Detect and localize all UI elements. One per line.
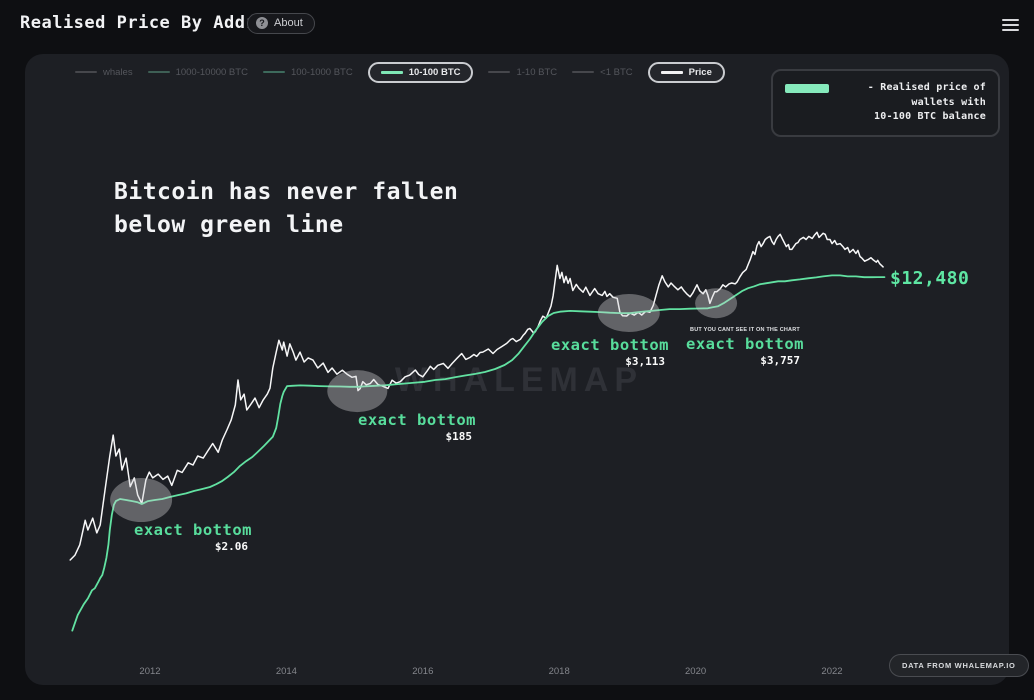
header: Realised Price By Address ? About xyxy=(0,0,1034,50)
hamburger-menu-icon[interactable] xyxy=(1002,19,1019,34)
legend-item-label: 10-100 BTC xyxy=(408,66,461,78)
legend-item-whales[interactable]: whales xyxy=(75,67,133,78)
legend-item-1000-10000-btc[interactable]: 1000-10000 BTC xyxy=(147,66,248,78)
legend-item-label: whales xyxy=(103,66,133,78)
current-value: $12,480 xyxy=(890,268,970,289)
legend-item-label: 100-1000 BTC xyxy=(290,66,353,78)
menu-bar xyxy=(1002,19,1019,21)
legend-item-label: Price xyxy=(688,66,712,78)
headline-line1: Bitcoin has never fallen xyxy=(114,179,459,205)
watermark: WHALEMAP xyxy=(394,361,644,399)
data-source-button[interactable]: DATA FROM WHALEMAP.IO xyxy=(889,654,1029,677)
legend-item-10-100-btc[interactable]: 10-100 BTC xyxy=(367,61,474,83)
menu-bar xyxy=(1002,29,1019,31)
legend-swatch-green xyxy=(785,84,829,93)
legend-line-swatch xyxy=(75,71,97,73)
legend-line-swatch xyxy=(488,71,511,73)
legend-line-swatch xyxy=(660,70,683,74)
legend-bar: whales 1000-10000 BTC 100-1000 BTC 10-100 B… xyxy=(75,61,725,83)
legend-line-swatch xyxy=(572,71,595,73)
menu-bar xyxy=(1002,24,1019,26)
about-button[interactable]: ? About xyxy=(247,13,315,34)
legend-item-100-1000-btc[interactable]: 100-1000 BTC xyxy=(262,66,353,78)
legend-item-1-btc[interactable]: <1 BTC xyxy=(572,66,633,78)
about-label: About xyxy=(274,17,303,29)
legend-info-line2: 10-100 BTC balance xyxy=(874,111,986,122)
page-title: Realised Price By Address xyxy=(20,13,289,33)
legend-item-label: 1000-10000 BTC xyxy=(175,66,248,78)
legend-info-text: - Realised price of wallets with 10-100 … xyxy=(838,81,986,125)
legend-item-label: <1 BTC xyxy=(600,66,633,78)
legend-info-line1: - Realised price of wallets with xyxy=(867,82,986,108)
legend-line-swatch xyxy=(262,71,285,73)
legend-item-label: 1-10 BTC xyxy=(516,66,558,78)
question-icon: ? xyxy=(256,17,268,29)
headline-line2: below green line xyxy=(114,212,344,239)
legend-info-box: - Realised price of wallets with 10-100 … xyxy=(771,69,1000,137)
legend-item-1-10-btc[interactable]: 1-10 BTC xyxy=(488,67,557,78)
legend-item-price[interactable]: Price xyxy=(647,61,725,83)
legend-line-swatch xyxy=(147,71,170,73)
chart-headline: Bitcoin has never fallen below green lin… xyxy=(114,176,458,243)
legend-line-swatch xyxy=(380,70,403,74)
